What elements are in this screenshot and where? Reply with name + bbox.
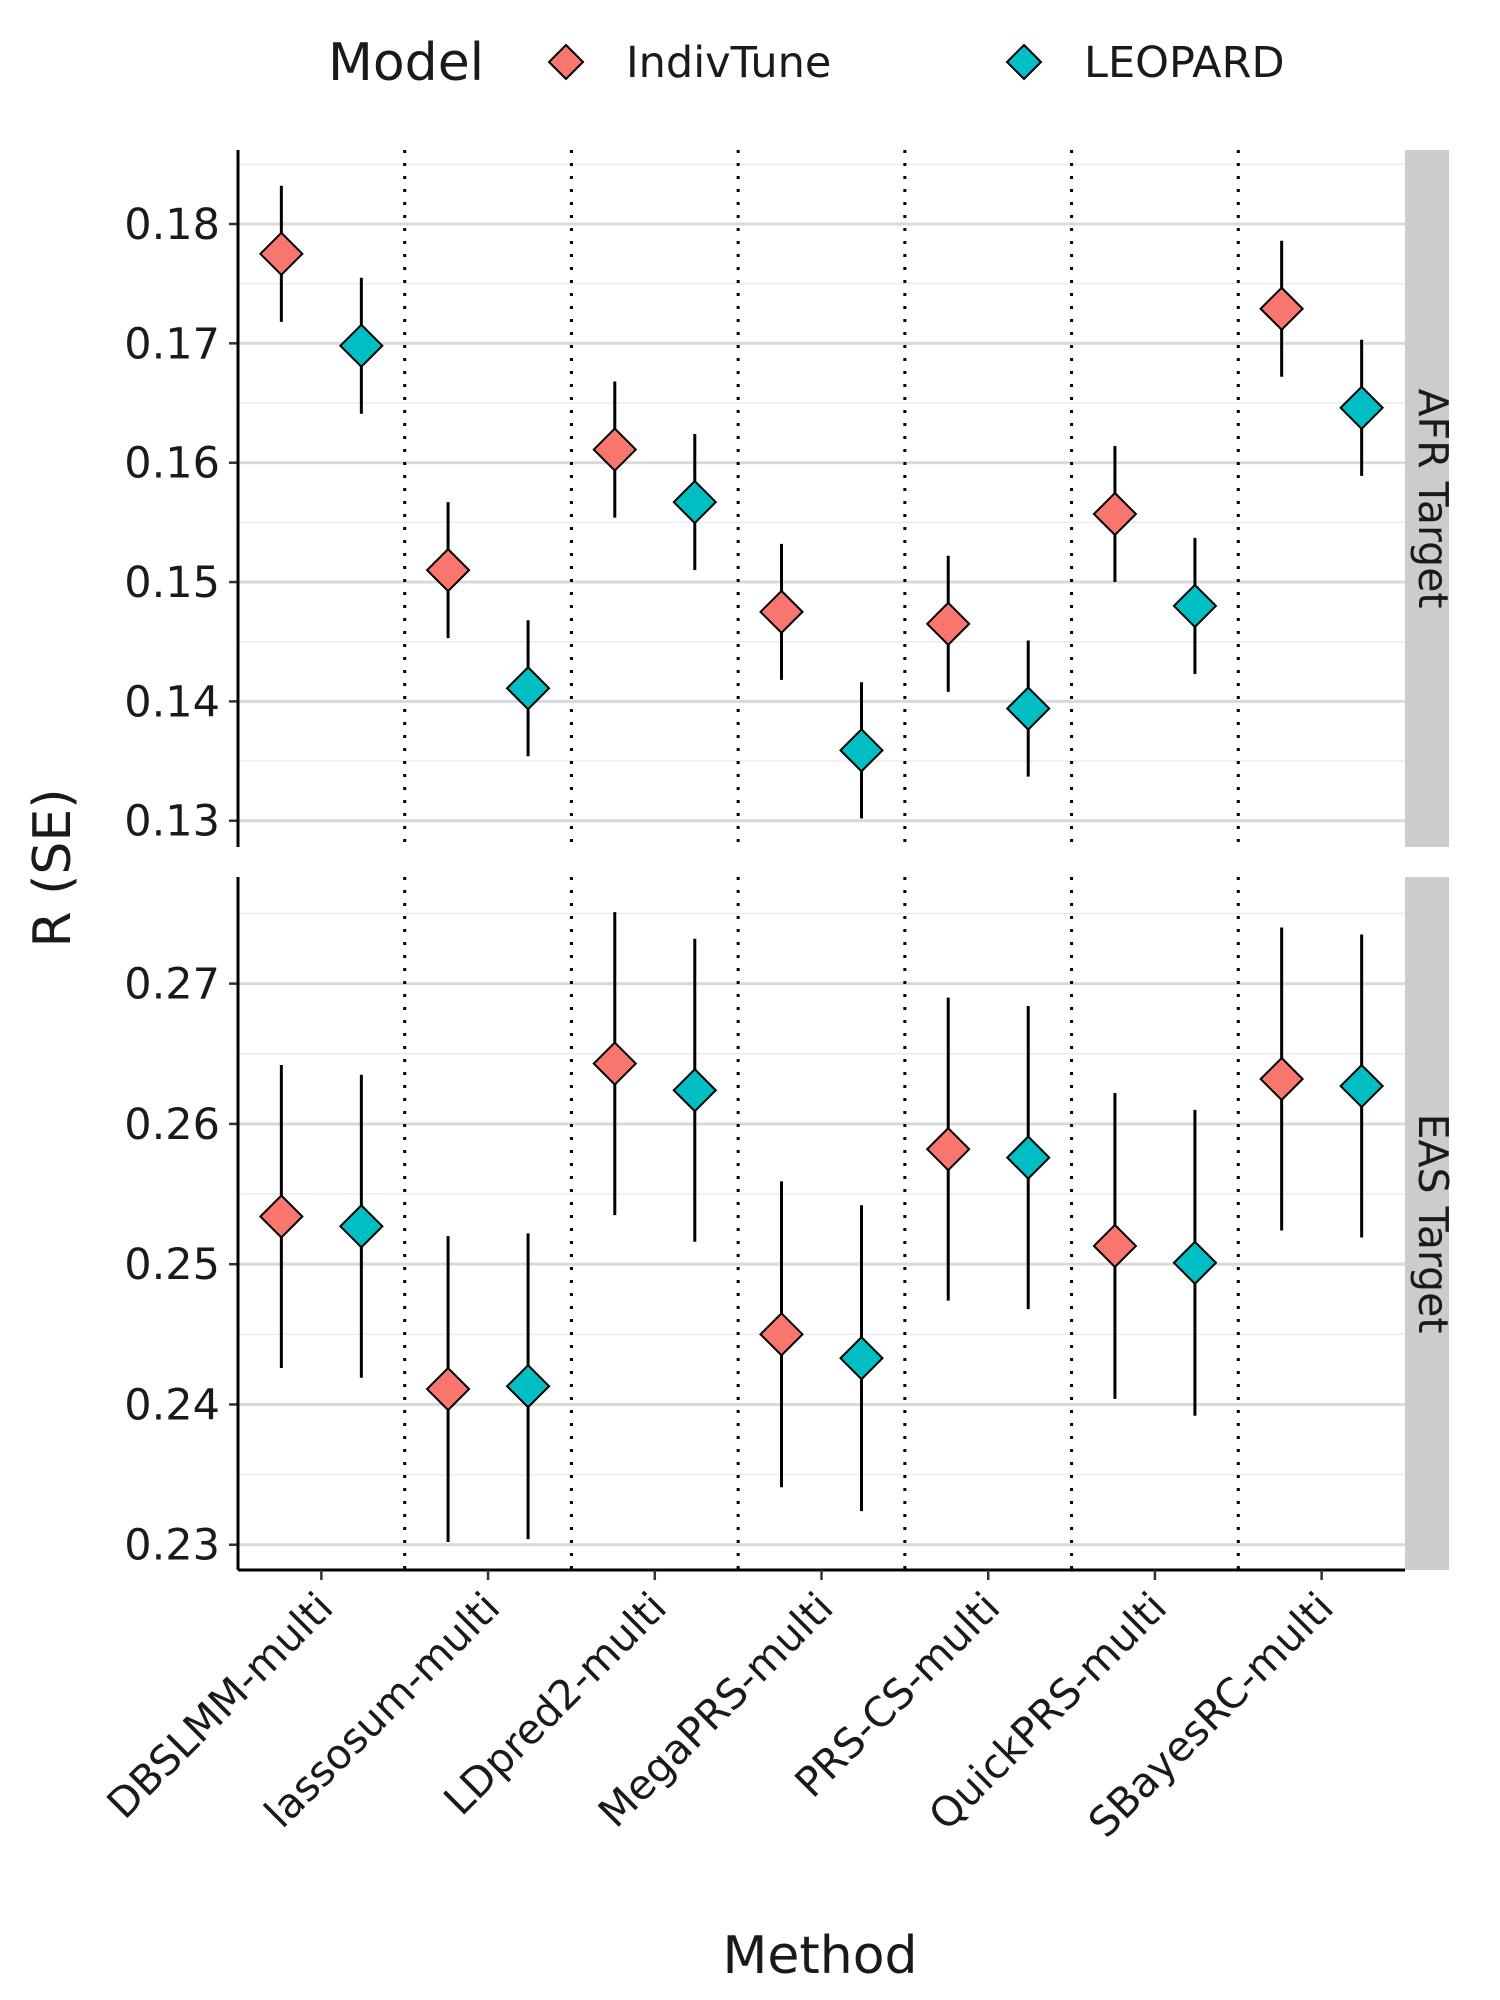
- y-tick-label: 0.14: [124, 677, 220, 727]
- point-indivtune: [759, 1311, 804, 1357]
- point-indivtune: [1092, 1223, 1138, 1269]
- y-tick-label: 0.25: [124, 1240, 220, 1290]
- y-tick-label: 0.16: [124, 439, 220, 489]
- point-indivtune: [425, 1366, 471, 1412]
- y-tick-label: 0.13: [124, 797, 220, 847]
- point-indivtune: [925, 601, 971, 647]
- y-tick-label: 0.27: [124, 960, 220, 1010]
- legend-label-indivtune: IndivTune: [626, 38, 831, 88]
- legend-key-indivtune: [547, 43, 585, 81]
- facet-strip: [1405, 877, 1449, 1570]
- legend-key-leopard: [1005, 43, 1043, 81]
- point-indivtune: [759, 589, 804, 635]
- facet-strip-label: AFR Target: [1409, 389, 1457, 609]
- point-leopard: [672, 1067, 718, 1113]
- point-leopard: [1005, 686, 1051, 731]
- legend: Model IndivTune LEOPARD: [328, 33, 1285, 93]
- point-leopard: [1339, 385, 1385, 431]
- point-indivtune: [925, 1126, 971, 1172]
- point-indivtune: [258, 1194, 304, 1239]
- point-leopard: [839, 1335, 884, 1381]
- point-indivtune: [1259, 286, 1305, 332]
- point-indivtune: [592, 427, 638, 472]
- y-tick-label: 0.26: [124, 1100, 220, 1150]
- facet-strip-label: EAS Target: [1409, 1114, 1457, 1334]
- point-leopard: [1005, 1135, 1051, 1180]
- point-indivtune: [1259, 1056, 1305, 1102]
- point-leopard: [338, 1203, 384, 1249]
- point-leopard: [338, 323, 384, 369]
- point-leopard: [672, 479, 718, 525]
- panel-eas-target: 0.23 0.24 0.25 0.26 0.27 EAS Target: [124, 877, 1457, 1572]
- y-axis-title: R (SE): [23, 788, 83, 947]
- panel-afr-target: 0.13 0.14 0.15 0.16 0.17 0.18 AFR Target: [124, 150, 1457, 847]
- point-leopard: [1172, 583, 1218, 629]
- point-leopard: [1339, 1063, 1385, 1109]
- point-leopard: [839, 727, 884, 773]
- point-leopard: [505, 1363, 551, 1409]
- y-tick-label: 0.17: [124, 319, 220, 369]
- point-leopard: [1172, 1240, 1218, 1286]
- facet-strip: [1405, 150, 1449, 847]
- y-tick-label: 0.15: [124, 558, 220, 608]
- y-tick-label: 0.24: [124, 1380, 220, 1430]
- point-indivtune: [425, 547, 471, 593]
- point-leopard: [505, 665, 551, 711]
- x-axis-title: Method: [722, 1926, 917, 1986]
- y-tick-label: 0.18: [124, 200, 220, 250]
- point-indivtune: [592, 1041, 638, 1086]
- point-indivtune: [258, 231, 304, 277]
- legend-title: Model: [328, 33, 484, 93]
- y-tick-label: 0.23: [124, 1521, 220, 1571]
- legend-label-leopard: LEOPARD: [1084, 38, 1285, 88]
- point-indivtune: [1092, 491, 1138, 537]
